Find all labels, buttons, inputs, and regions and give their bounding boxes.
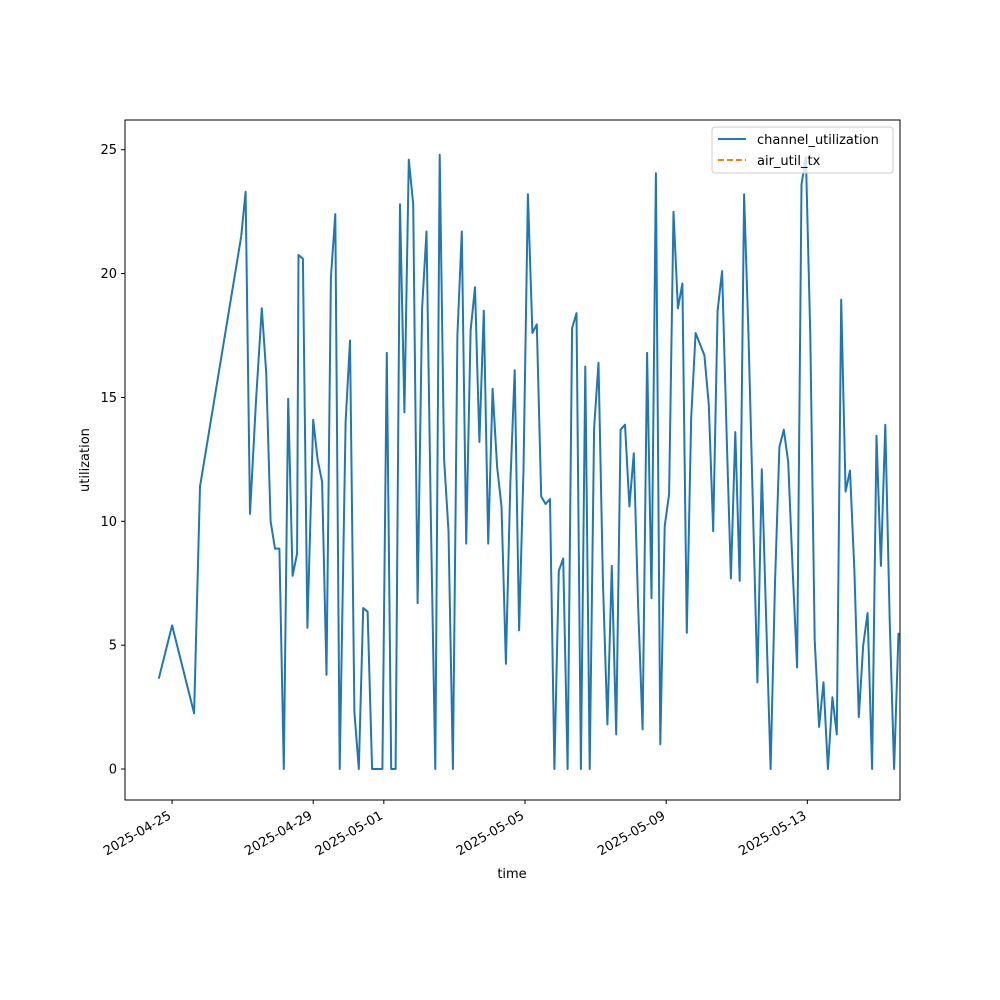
legend-box bbox=[711, 126, 894, 174]
y-tick-label: 25 bbox=[100, 143, 117, 158]
y-tick-label: 20 bbox=[100, 267, 117, 282]
plot-frame bbox=[124, 119, 901, 801]
series-layer bbox=[157, 153, 900, 770]
x-axis-label: time bbox=[497, 867, 526, 882]
y-axis-label: utilization bbox=[78, 428, 93, 492]
y-tick-label: 10 bbox=[100, 515, 117, 530]
y-tick-label: 15 bbox=[100, 391, 117, 406]
legend: channel_utilization air_util_tx bbox=[711, 126, 894, 174]
series-line-channel-utilization bbox=[157, 153, 900, 770]
y-tick-label: 5 bbox=[109, 639, 117, 654]
y-axis: 0 5 10 15 20 25 bbox=[100, 143, 125, 778]
y-tick-label: 0 bbox=[109, 763, 117, 778]
legend-label-channel-utilization: channel_utilization bbox=[757, 133, 879, 148]
legend-label-air-util-tx: air_util_tx bbox=[757, 154, 821, 169]
plot-area bbox=[124, 119, 901, 801]
